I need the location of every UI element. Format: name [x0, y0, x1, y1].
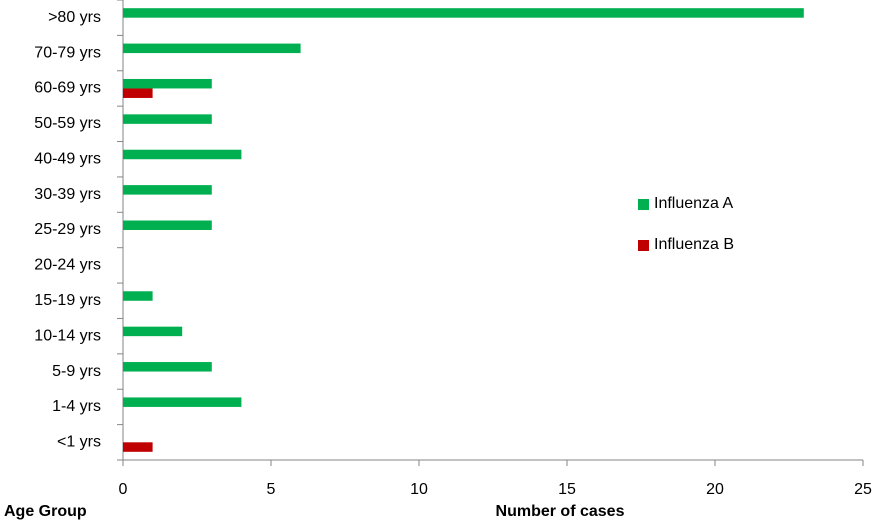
x-tick-label: 10	[410, 481, 428, 498]
bar	[123, 291, 153, 301]
bar	[123, 442, 153, 452]
bar	[123, 88, 153, 98]
y-tick-label: 30-39 yrs	[34, 186, 101, 203]
bar	[123, 43, 301, 54]
bar	[123, 362, 212, 372]
y-tick-label: 20-24 yrs	[34, 257, 101, 274]
y-tick-label: 50-59 yrs	[34, 115, 101, 132]
x-tick-label: 25	[854, 481, 872, 498]
bar	[123, 326, 183, 337]
y-tick-label: 25-29 yrs	[34, 221, 101, 238]
legend-swatch	[638, 199, 649, 210]
x-axis-title: Number of cases	[496, 503, 625, 520]
legend-label: Influenza A	[654, 195, 734, 212]
bar	[123, 220, 212, 230]
legend-swatch	[638, 240, 649, 251]
y-tick-label: 60-69 yrs	[34, 80, 101, 97]
y-tick-label: >80 yrs	[48, 9, 101, 26]
y-tick-label: 10-14 yrs	[34, 327, 101, 344]
y-tick-label: 1-4 yrs	[52, 398, 101, 415]
y-tick-label: 15-19 yrs	[34, 292, 101, 309]
x-tick-label: 5	[267, 481, 276, 498]
x-tick-label: 15	[558, 481, 576, 498]
x-tick-label: 0	[119, 481, 128, 498]
y-axis-title: Age Group	[4, 503, 87, 520]
x-tick-label: 20	[706, 481, 724, 498]
y-tick-label: 5-9 yrs	[52, 363, 101, 380]
y-tick-label: <1 yrs	[57, 434, 101, 451]
bar	[123, 397, 242, 407]
bar	[123, 8, 804, 18]
y-tick-label: 70-79 yrs	[34, 44, 101, 61]
y-tick-label: 40-49 yrs	[34, 150, 101, 167]
bar	[123, 185, 212, 195]
bar	[123, 78, 212, 89]
bar	[123, 114, 212, 124]
legend-label: Influenza B	[654, 236, 734, 253]
bar	[123, 149, 242, 160]
